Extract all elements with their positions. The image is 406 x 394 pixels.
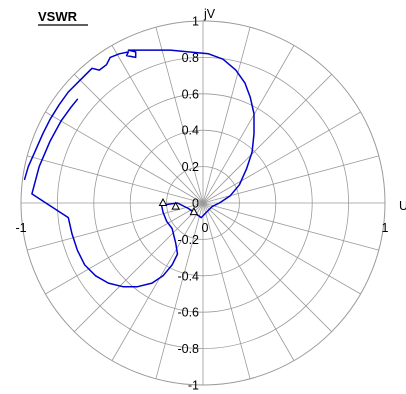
y-tick-label: -0.4 <box>177 269 199 283</box>
y-tick-label: 1 <box>192 15 199 29</box>
y-tick-label: -0.6 <box>177 306 199 320</box>
y-tick-label: -1 <box>188 379 199 393</box>
y-tick-label: 0.6 <box>182 87 199 101</box>
y-tick-label: 0.4 <box>182 124 199 138</box>
y-tick-label: -0.8 <box>177 342 199 356</box>
polar-grid <box>20 20 386 386</box>
x-axis-label: U <box>399 199 406 213</box>
triangle-marker <box>189 207 199 216</box>
x-tick-label: 1 <box>382 221 389 235</box>
series-layer <box>23 49 255 288</box>
triangle-marker <box>171 201 181 210</box>
y-tick-label: 0.8 <box>182 51 199 65</box>
series-line <box>23 49 255 288</box>
grid-spoke <box>27 155 379 251</box>
y-tick-label: 0 <box>192 197 199 211</box>
y-tick-label: 0.2 <box>182 160 199 174</box>
y-axis-label: jV <box>203 7 216 21</box>
x-tick-label: 0 <box>202 221 209 235</box>
x-tick-label: -1 <box>15 221 26 235</box>
chart-title: VSWR <box>38 9 78 24</box>
triangle-marker <box>158 197 168 206</box>
y-tick-label: -0.2 <box>177 233 199 247</box>
